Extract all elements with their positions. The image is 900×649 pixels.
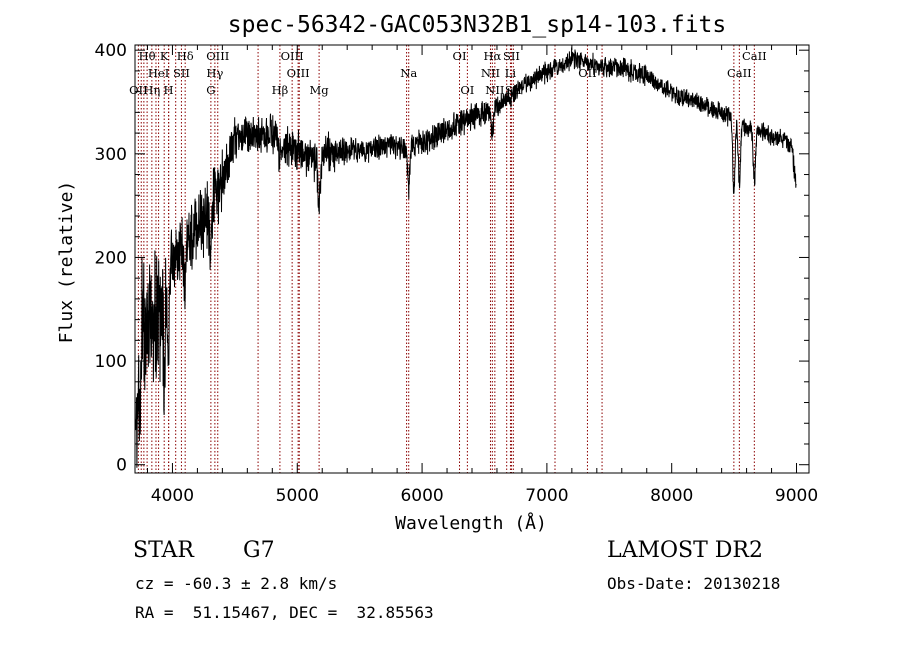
x-tick-label: 7000 — [525, 486, 568, 506]
line-label: SII — [173, 66, 190, 80]
y-axis-ticks: 0 100 200 300 400 — [95, 41, 809, 476]
y-tick-label: 200 — [95, 248, 127, 268]
x-axis-ticks: 4000 5000 6000 7000 8000 9000 — [146, 45, 818, 506]
line-label: NII — [485, 83, 504, 97]
line-label: G — [206, 83, 215, 97]
line-label: CaII — [742, 49, 767, 63]
x-tick-label: 9000 — [775, 486, 818, 506]
redshift-readout: cz = -60.3 ± 2.8 km/s — [135, 574, 338, 593]
line-label: HeI — [148, 66, 169, 80]
line-label: OIII — [287, 66, 310, 80]
x-tick-label: 4000 — [151, 486, 194, 506]
line-label: Hδ — [177, 49, 194, 63]
x-axis-label: Wavelength (Å) — [395, 512, 547, 534]
x-tick-label: 6000 — [400, 486, 443, 506]
line-label: SII — [503, 49, 520, 63]
line-label: Hθ — [139, 49, 156, 63]
line-label: H — [164, 83, 174, 97]
line-label: OI — [460, 83, 474, 97]
y-axis-label: Flux (relative) — [56, 181, 77, 344]
line-label: Mg — [310, 83, 330, 97]
line-label: Hα — [483, 49, 501, 63]
line-label: K — [160, 49, 169, 63]
object-class: STAR — [133, 538, 194, 563]
line-label: Hγ — [206, 66, 223, 80]
line-label: Hβ — [272, 83, 289, 97]
line-label: NII — [481, 66, 500, 80]
observation-date: Obs-Date: 20130218 — [607, 574, 781, 593]
line-label: OI — [453, 49, 467, 63]
line-label: OII — [129, 83, 148, 97]
line-label: OIII — [206, 49, 229, 63]
y-tick-label: 400 — [95, 41, 127, 61]
line-label: CaII — [727, 66, 752, 80]
line-label: OIII — [281, 49, 304, 63]
line-label: SII — [505, 83, 522, 97]
coordinates-readout: RA = 51.15467, DEC = 32.85563 — [135, 603, 434, 622]
line-label: OII — [578, 66, 597, 80]
y-tick-label: 300 — [95, 145, 127, 165]
spectrum-line — [135, 47, 797, 468]
survey-name: LAMOST DR2 — [607, 538, 763, 563]
line-label: Hη — [143, 83, 160, 97]
chart-title: spec-56342-GAC053N32B1_sp14-103.fits — [228, 12, 727, 38]
spectral-line-markers — [137, 45, 755, 473]
object-subclass: G7 — [243, 538, 275, 563]
x-tick-label: 8000 — [650, 486, 693, 506]
y-tick-label: 100 — [95, 352, 127, 372]
line-label: Li — [505, 66, 517, 80]
y-tick-label: 0 — [116, 456, 127, 476]
x-tick-label: 5000 — [276, 486, 319, 506]
line-label: Na — [400, 66, 417, 80]
